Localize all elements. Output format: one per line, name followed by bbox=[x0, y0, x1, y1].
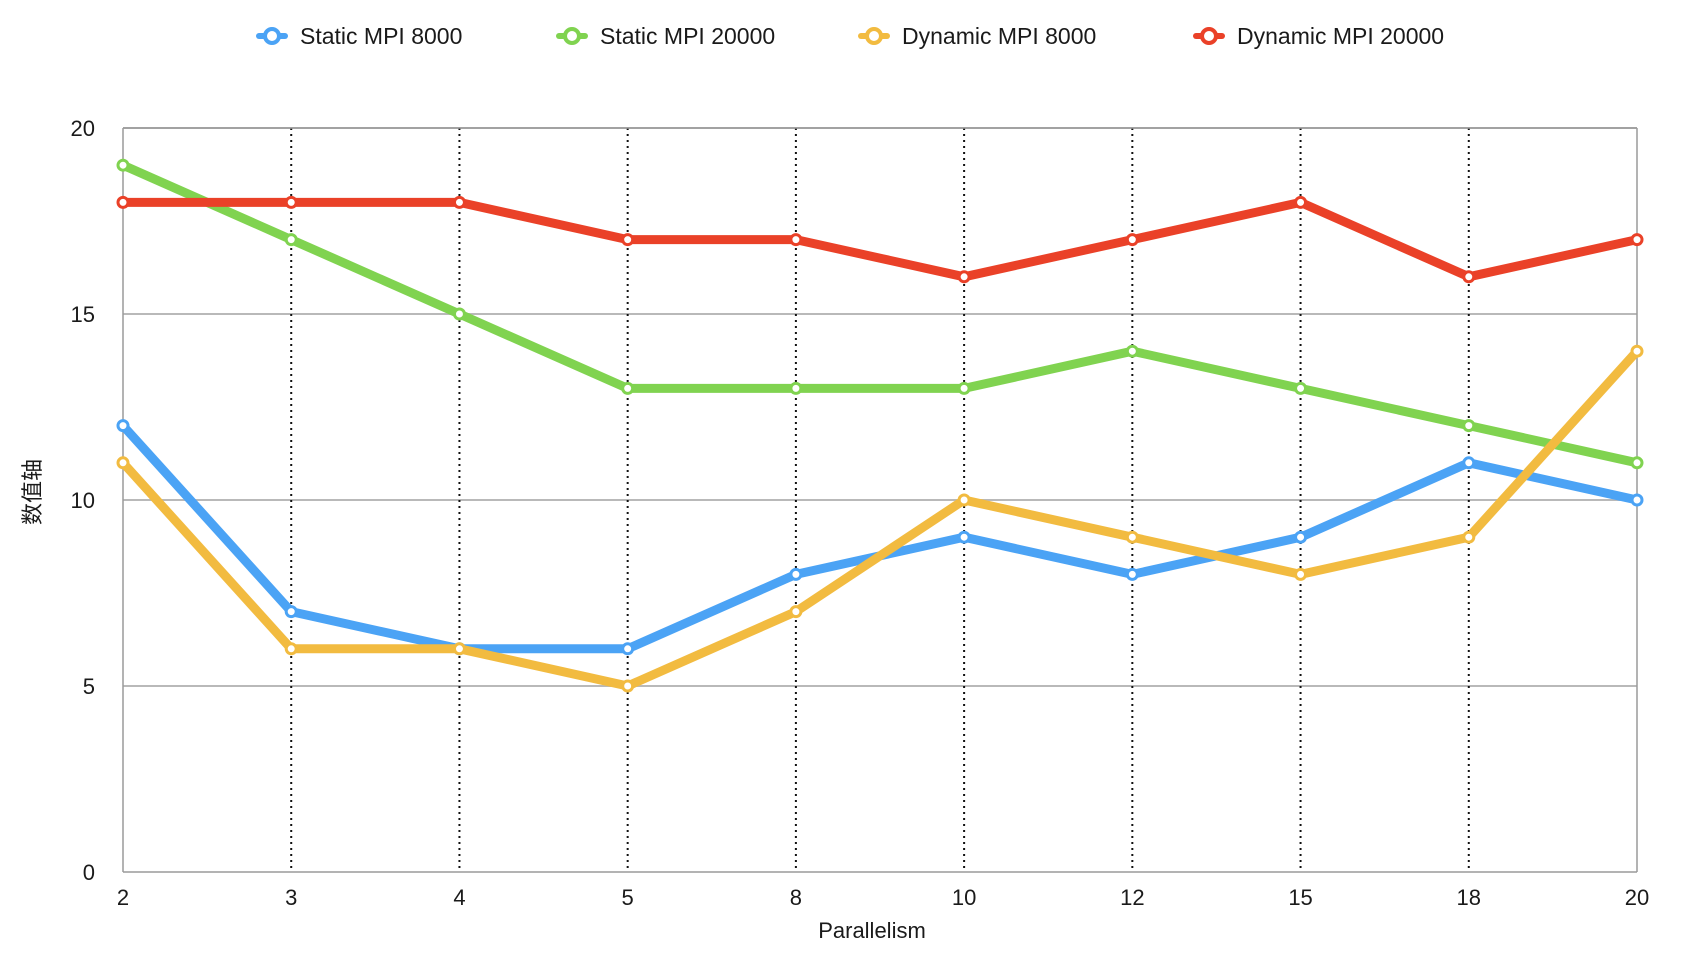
x-tick-label: 10 bbox=[952, 885, 976, 910]
series-lines bbox=[116, 158, 1644, 693]
data-point bbox=[1630, 233, 1644, 247]
data-point bbox=[1630, 456, 1644, 470]
data-point bbox=[621, 679, 635, 693]
x-tick-label: 20 bbox=[1625, 885, 1649, 910]
x-tick-label: 2 bbox=[117, 885, 129, 910]
series-line bbox=[118, 346, 1642, 691]
series-3 bbox=[116, 195, 1644, 284]
legend-item: Static MPI 8000 bbox=[256, 23, 462, 49]
data-point bbox=[1125, 344, 1139, 358]
axes: 0 5 10 15 20 2 3 4 5 8 10 12 15 18 20 bbox=[71, 116, 1650, 910]
legend: Static MPI 8000 Static MPI 20000 Dynamic M… bbox=[256, 23, 1444, 49]
data-point bbox=[284, 642, 298, 656]
legend-swatch-marker bbox=[865, 27, 883, 45]
data-point bbox=[1125, 233, 1139, 247]
y-axis-title: 数值轴 bbox=[20, 459, 45, 525]
data-point bbox=[957, 530, 971, 544]
series-0 bbox=[116, 419, 1644, 656]
data-point bbox=[789, 233, 803, 247]
data-point bbox=[116, 419, 130, 433]
series-line bbox=[118, 421, 1642, 654]
x-tick-label: 12 bbox=[1120, 885, 1144, 910]
x-tick-label: 4 bbox=[453, 885, 465, 910]
legend-item: Dynamic MPI 8000 bbox=[858, 23, 1096, 49]
data-point bbox=[957, 381, 971, 395]
data-point bbox=[1294, 195, 1308, 209]
data-point bbox=[789, 567, 803, 581]
data-point bbox=[1294, 530, 1308, 544]
data-point bbox=[1125, 530, 1139, 544]
legend-item: Static MPI 20000 bbox=[556, 23, 775, 49]
data-point bbox=[621, 381, 635, 395]
data-point bbox=[1462, 419, 1476, 433]
y-tick-label: 0 bbox=[83, 860, 95, 885]
y-tick-label: 10 bbox=[71, 488, 95, 513]
data-point bbox=[1294, 567, 1308, 581]
data-point bbox=[957, 493, 971, 507]
data-point bbox=[452, 307, 466, 321]
x-tick-label: 15 bbox=[1288, 885, 1312, 910]
grid-lines bbox=[123, 127, 1637, 872]
x-tick-label: 8 bbox=[790, 885, 802, 910]
data-point bbox=[1462, 456, 1476, 470]
series-1 bbox=[116, 158, 1644, 470]
x-tick-label: 3 bbox=[285, 885, 297, 910]
data-point bbox=[957, 270, 971, 284]
data-point bbox=[1462, 270, 1476, 284]
series-line bbox=[118, 160, 1642, 468]
data-point bbox=[116, 456, 130, 470]
data-point bbox=[116, 158, 130, 172]
data-point bbox=[1630, 493, 1644, 507]
data-point bbox=[789, 381, 803, 395]
legend-item: Dynamic MPI 20000 bbox=[1193, 23, 1444, 49]
legend-label: Static MPI 8000 bbox=[300, 23, 462, 49]
data-point bbox=[1125, 567, 1139, 581]
x-tick-label: 18 bbox=[1457, 885, 1481, 910]
data-point bbox=[1462, 530, 1476, 544]
data-point bbox=[284, 605, 298, 619]
data-point bbox=[452, 642, 466, 656]
y-tick-label: 20 bbox=[71, 116, 95, 141]
x-axis-title: Parallelism bbox=[818, 918, 926, 943]
legend-label: Static MPI 20000 bbox=[600, 23, 775, 49]
axis-labels: Parallelism 数值轴 bbox=[20, 459, 926, 943]
x-tick-label: 5 bbox=[622, 885, 634, 910]
series-line bbox=[118, 197, 1642, 282]
series-2 bbox=[116, 344, 1644, 693]
data-point bbox=[452, 195, 466, 209]
data-point bbox=[621, 233, 635, 247]
legend-label: Dynamic MPI 8000 bbox=[902, 23, 1096, 49]
legend-label: Dynamic MPI 20000 bbox=[1237, 23, 1444, 49]
y-tick-label: 15 bbox=[71, 302, 95, 327]
data-point bbox=[116, 195, 130, 209]
y-tick-label: 5 bbox=[83, 674, 95, 699]
legend-swatch-marker bbox=[263, 27, 281, 45]
legend-swatch-marker bbox=[1200, 27, 1218, 45]
data-point bbox=[284, 195, 298, 209]
data-point bbox=[1630, 344, 1644, 358]
legend-swatch-marker bbox=[563, 27, 581, 45]
data-point bbox=[1294, 381, 1308, 395]
data-point bbox=[789, 605, 803, 619]
data-point bbox=[621, 642, 635, 656]
data-point bbox=[284, 233, 298, 247]
